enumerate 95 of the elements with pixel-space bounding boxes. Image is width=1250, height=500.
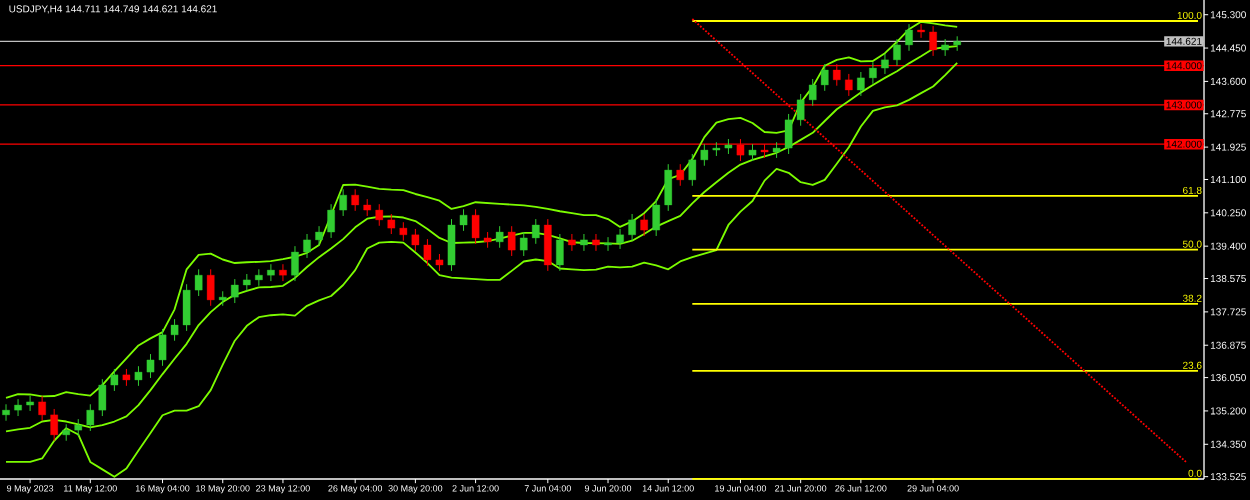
y-tick-label: 137.725 xyxy=(1210,308,1246,316)
ref-line-label: 143.000 xyxy=(1166,101,1202,109)
series-label: 23.6 xyxy=(1183,361,1202,369)
ref-line-label: 144.621 xyxy=(1166,37,1202,45)
candlestick xyxy=(507,225,516,257)
candlestick xyxy=(327,203,335,239)
x-tick-label: 29 Jun 04:00 xyxy=(907,485,959,492)
x-tick-label: 23 May 12:00 xyxy=(256,485,310,494)
x-tick-label: 9 May 2023 xyxy=(7,485,54,494)
candlestick xyxy=(26,395,34,412)
x-tick-label: 11 May 12:00 xyxy=(64,485,117,494)
y-tick-label: 145.300 xyxy=(1210,11,1246,19)
candlestick xyxy=(50,408,58,442)
ref-line-label: 142.000 xyxy=(1166,140,1202,148)
candlestick xyxy=(291,245,299,282)
x-tick-label: 9 Jun 20:00 xyxy=(584,485,632,492)
candlestick xyxy=(495,225,504,249)
candlestick xyxy=(399,221,408,242)
x-tick-label: 18 May 20:00 xyxy=(196,485,250,494)
candlestick xyxy=(941,38,949,57)
candlestick xyxy=(339,188,347,217)
candlestick xyxy=(820,63,829,92)
x-tick-label: 26 Jun 12:00 xyxy=(835,485,887,492)
series-label: 61.8 xyxy=(1183,186,1202,194)
y-tick-label: 133.525 xyxy=(1210,473,1246,481)
candlestick xyxy=(808,78,817,107)
candlestick xyxy=(845,73,853,97)
y-tick-label: 138.575 xyxy=(1210,275,1246,283)
candlestick xyxy=(616,228,624,250)
candlestick xyxy=(796,93,805,127)
x-tick-label: 16 May 04:00 xyxy=(135,485,190,494)
candlestick xyxy=(303,233,311,259)
y-tick-label: 140.250 xyxy=(1210,209,1246,217)
y-tick-label: 135.200 xyxy=(1210,407,1246,415)
candlestick xyxy=(170,318,179,342)
candlestick xyxy=(905,23,913,52)
candlestick xyxy=(869,61,877,85)
series-label: 38.2 xyxy=(1182,294,1202,302)
candlestick xyxy=(471,208,480,245)
y-tick-label: 136.875 xyxy=(1210,341,1246,349)
y-tick-label: 141.925 xyxy=(1210,143,1246,151)
ref-line-label: 144.000 xyxy=(1166,62,1202,70)
series-label: 100.0 xyxy=(1177,11,1202,19)
candlestick xyxy=(267,263,275,282)
y-tick-label: 144.450 xyxy=(1210,44,1246,52)
y-tick-label: 141.100 xyxy=(1210,175,1246,184)
y-tick-label: 134.350 xyxy=(1210,440,1246,448)
candlestick xyxy=(917,23,925,39)
candlestick xyxy=(519,231,528,257)
candlestick xyxy=(688,153,697,187)
candlestick xyxy=(881,53,889,75)
candlestick xyxy=(146,353,155,379)
candlestick xyxy=(38,395,46,422)
candlestick xyxy=(700,143,709,167)
x-tick-label: 30 May 20:00 xyxy=(388,485,443,494)
x-tick-label: 14 Jun 12:00 xyxy=(642,485,694,492)
candlestick xyxy=(387,213,396,235)
candlestick xyxy=(459,208,468,232)
candlestick xyxy=(2,403,10,422)
candlestick xyxy=(231,278,239,304)
series-label: 0.0 xyxy=(1188,469,1202,477)
candlestick xyxy=(86,403,95,432)
candlestick xyxy=(423,238,432,267)
x-tick-label: 26 May 04:00 xyxy=(328,485,383,494)
candlestick xyxy=(110,368,119,392)
candlestick xyxy=(893,38,901,67)
candlestick xyxy=(375,203,384,227)
y-tick-label: 142.775 xyxy=(1210,110,1246,118)
x-tick-label: 7 Jun 04:00 xyxy=(524,485,571,492)
candlestick xyxy=(279,263,287,282)
x-tick-label: 19 Jun 04:00 xyxy=(715,485,767,492)
series-label: 50.0 xyxy=(1182,240,1202,248)
candlestick xyxy=(568,233,576,252)
y-tick-label: 143.600 xyxy=(1210,77,1246,85)
candlestick xyxy=(255,268,263,287)
candlestick xyxy=(929,25,937,57)
candlestick xyxy=(14,398,22,417)
candlestick xyxy=(351,188,359,212)
y-tick-label: 136.050 xyxy=(1210,374,1246,382)
candlestick xyxy=(411,228,420,252)
candlestick xyxy=(532,218,540,245)
candlestick xyxy=(640,213,648,237)
candlestick xyxy=(857,71,865,97)
x-tick-label: 2 Jun 12:00 xyxy=(452,485,499,492)
candlestick xyxy=(134,365,143,387)
candlestick xyxy=(676,163,685,187)
candlestick xyxy=(194,268,203,297)
y-tick-label: 139.400 xyxy=(1210,242,1246,250)
candlestick xyxy=(604,236,612,252)
candlestick xyxy=(592,233,600,252)
chart-title: USDJPY,H4 144.711 144.749 144.621 144.621 xyxy=(9,5,217,14)
candlestick xyxy=(628,213,636,242)
candlestick xyxy=(580,233,588,252)
x-tick-label: 21 Jun 20:00 xyxy=(775,485,827,492)
candlestick xyxy=(315,225,323,247)
